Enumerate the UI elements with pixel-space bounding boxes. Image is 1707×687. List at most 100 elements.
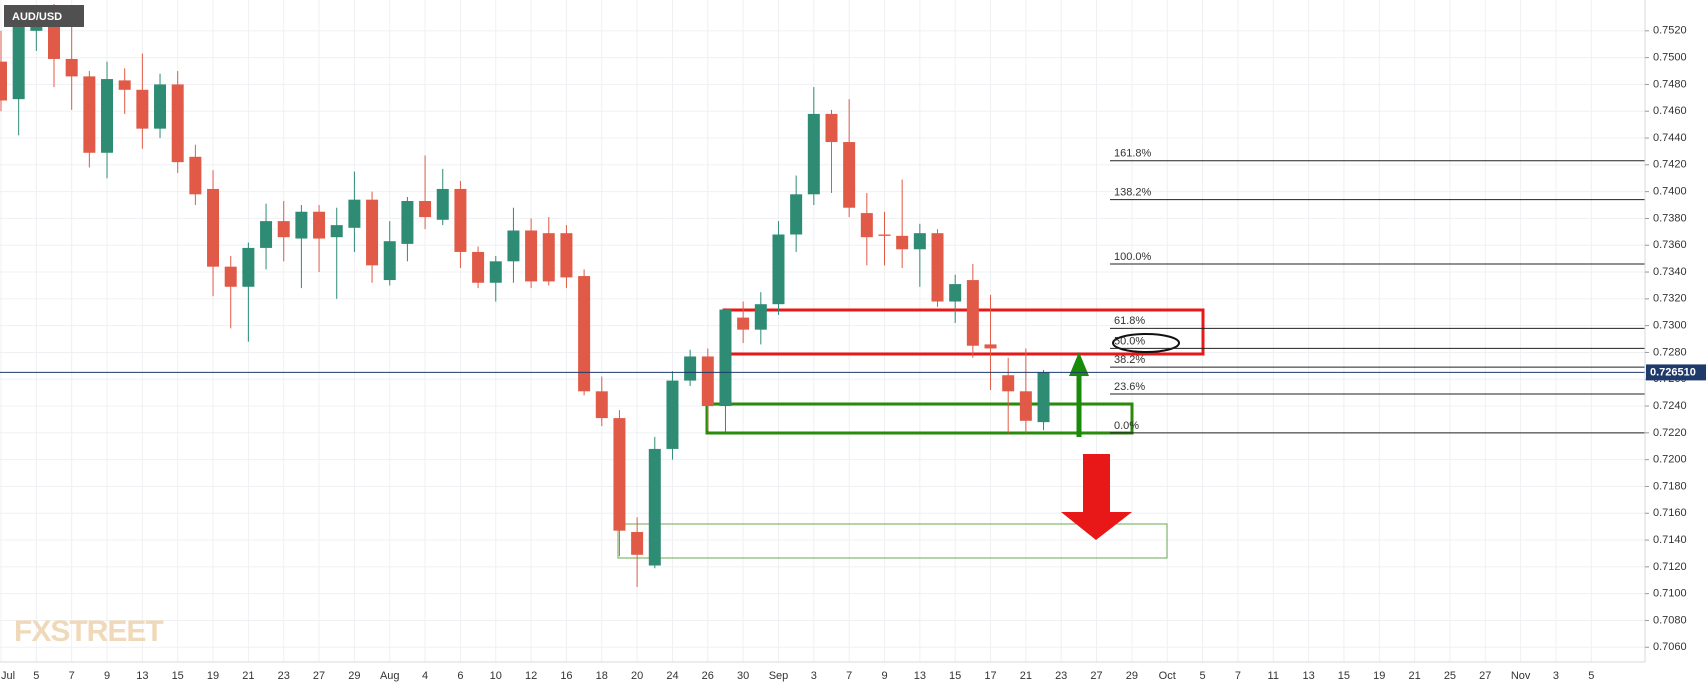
candle-body <box>454 188 467 252</box>
x-tick-label: 21 <box>1408 670 1420 682</box>
up-arrow-head <box>1069 352 1089 376</box>
y-tick-label: 0.7380 <box>1653 212 1687 224</box>
y-tick-label: 0.7080 <box>1653 614 1687 626</box>
candle-body <box>719 309 732 407</box>
y-tick-label: 0.7120 <box>1653 561 1687 573</box>
candle-body <box>648 448 661 566</box>
y-tick-label: 0.7200 <box>1653 454 1687 466</box>
symbol-title: AUD/USD <box>12 11 62 23</box>
x-tick-label: 15 <box>949 670 961 682</box>
x-tick-label: 26 <box>702 670 714 682</box>
candle-body <box>436 188 449 220</box>
annotations <box>617 308 1205 559</box>
candle-body <box>12 20 25 100</box>
y-tick-label: 0.7100 <box>1653 588 1687 600</box>
x-tick-label: 21 <box>1020 670 1032 682</box>
y-tick-label: 0.7420 <box>1653 159 1687 171</box>
watermark: FXSTREET <box>14 615 163 648</box>
candle-body <box>896 235 909 250</box>
candle-body <box>489 261 502 283</box>
candle-body <box>118 80 131 90</box>
x-tick-label: 18 <box>596 670 608 682</box>
plot-area: 161.8% 138.2% 100.0% 61.8% 50.0% 38.2% 23.6% 0.… <box>0 4 1645 587</box>
candle-body <box>913 233 926 250</box>
candle-body <box>224 266 237 287</box>
x-tick-label: 11 <box>1268 670 1279 682</box>
x-tick-label: 9 <box>104 670 110 682</box>
candle-body <box>825 113 838 143</box>
candle-body <box>313 211 326 239</box>
x-tick-label: 27 <box>1479 670 1491 682</box>
axes: 0.7060 0.7080 0.7100 0.7120 0.7140 0.7160 0.71… <box>1 25 1706 682</box>
candle-body <box>1019 391 1032 421</box>
candle-body <box>295 211 308 239</box>
y-tick-label: 0.7280 <box>1653 346 1687 358</box>
candle-body <box>366 199 379 266</box>
candle-body <box>525 230 538 282</box>
candle-body <box>189 156 202 195</box>
fib-label: 0.0% <box>1114 420 1139 432</box>
x-tick-label: Nov <box>1511 670 1531 682</box>
y-tick-label: 0.7440 <box>1653 132 1687 144</box>
candle-body <box>1002 375 1015 392</box>
fib-label: 50.0% <box>1114 335 1145 347</box>
x-tick-label: 3 <box>811 670 817 682</box>
candle-body <box>207 188 220 267</box>
x-tick-label: 7 <box>846 670 852 682</box>
candle-body <box>843 142 856 208</box>
candle-body <box>419 201 432 218</box>
candle-body <box>613 418 626 531</box>
symbol-badge <box>4 5 84 27</box>
candle-body <box>171 84 184 163</box>
x-tick-label: 20 <box>631 670 643 682</box>
candle-body <box>560 233 573 278</box>
candle-body <box>401 201 414 244</box>
candle-body <box>807 113 820 195</box>
x-tick-label: 6 <box>457 670 463 682</box>
x-tick-label: Sep <box>769 670 789 682</box>
x-tick-label: 10 <box>490 670 502 682</box>
x-tick-label: 17 <box>984 670 996 682</box>
candle-body <box>666 380 679 449</box>
candle-body <box>631 532 644 555</box>
candle-body <box>101 79 114 153</box>
candle-body <box>966 280 979 346</box>
candle-body <box>330 225 343 238</box>
candle-body <box>860 213 873 238</box>
down-arrow-head <box>1061 512 1132 540</box>
x-tick-label: 5 <box>1588 670 1594 682</box>
y-tick-label: 0.7240 <box>1653 400 1687 412</box>
x-tick-label: 4 <box>422 670 428 682</box>
x-tick-label: 19 <box>1373 670 1385 682</box>
y-tick-label: 0.7500 <box>1653 52 1687 64</box>
candle-body <box>65 58 78 77</box>
fib-label: 138.2% <box>1114 187 1152 199</box>
x-tick-label: 23 <box>1055 670 1067 682</box>
y-tick-label: 0.7160 <box>1653 507 1687 519</box>
x-tick-label: 3 <box>1553 670 1559 682</box>
candle-body <box>154 84 167 129</box>
y-tick-label: 0.7220 <box>1653 427 1687 439</box>
candle-body <box>136 89 149 129</box>
candle-body <box>242 247 255 287</box>
candle-body <box>772 234 785 305</box>
candle-body <box>684 356 697 381</box>
y-tick-label: 0.7300 <box>1653 320 1687 332</box>
x-tick-label: 15 <box>1338 670 1350 682</box>
candle-body <box>472 251 485 283</box>
candle-body <box>949 284 962 302</box>
candle-body <box>277 221 290 238</box>
current-price-badge <box>1646 364 1706 381</box>
y-tick-label: 0.7460 <box>1653 105 1687 117</box>
grid <box>0 0 1645 662</box>
x-tick-label: 5 <box>1199 670 1205 682</box>
candle-body <box>0 61 7 101</box>
x-tick-label: 9 <box>881 670 887 682</box>
x-tick-label: 29 <box>1126 670 1138 682</box>
x-tick-label: 16 <box>560 670 572 682</box>
y-tick-label: 0.7320 <box>1653 293 1687 305</box>
x-tick-label: 13 <box>1302 670 1314 682</box>
x-tick-label: Jul <box>1 670 15 682</box>
